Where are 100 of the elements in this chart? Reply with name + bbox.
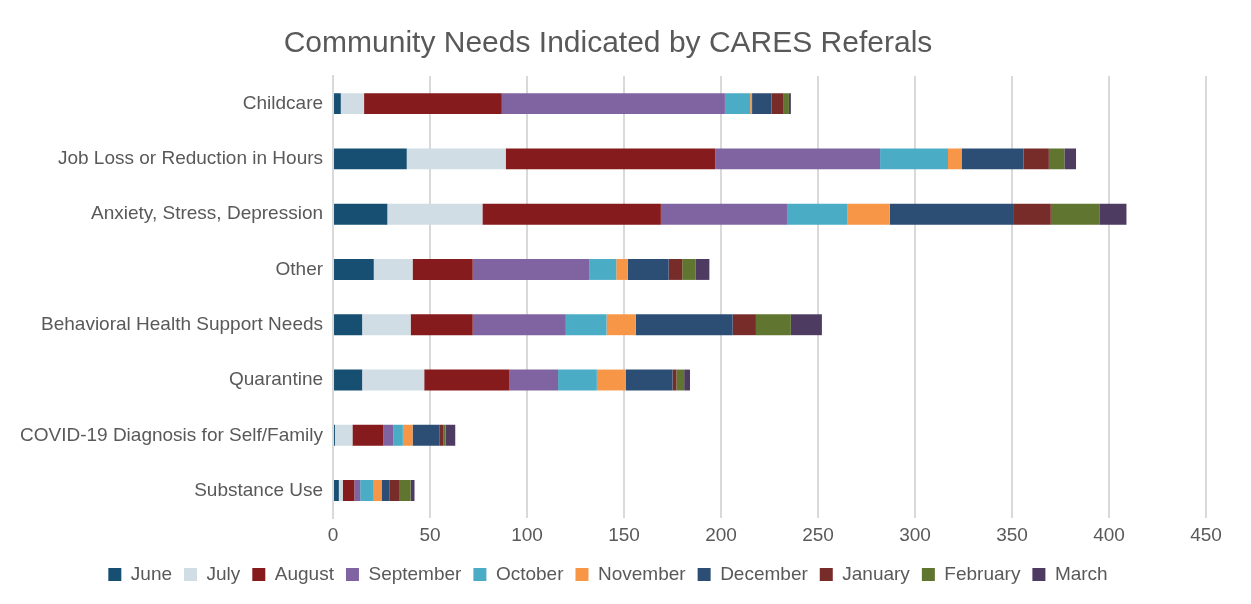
bar [596, 369, 626, 391]
x-tick-label: 100 [511, 523, 543, 545]
bar [334, 314, 363, 336]
legend-label: June [130, 562, 173, 584]
bar [482, 203, 661, 225]
bar [338, 480, 343, 502]
bar [947, 148, 962, 170]
x-tick-label: 0 [327, 523, 339, 545]
bar [847, 203, 890, 225]
bar [771, 93, 784, 115]
bar [1099, 203, 1127, 225]
bar [352, 424, 384, 446]
bar [410, 480, 415, 502]
bar [1023, 148, 1049, 170]
bar [786, 203, 848, 225]
bar [755, 314, 791, 336]
bar [334, 259, 374, 280]
legend-label: March [1054, 562, 1108, 584]
bar [445, 424, 456, 446]
bar [668, 259, 683, 280]
bar [383, 424, 394, 446]
legend-label: August [274, 562, 335, 584]
bar [676, 369, 685, 391]
bar [334, 369, 363, 391]
bar [660, 203, 787, 225]
legend-label: February [944, 562, 1021, 584]
bar [1064, 148, 1077, 170]
legend-label: October [495, 562, 565, 584]
bar [1013, 203, 1051, 225]
bar [682, 259, 696, 280]
bar [402, 424, 413, 446]
bar [616, 259, 628, 280]
bar [362, 369, 425, 391]
y-tick-label: Anxiety, Stress, Depression [91, 202, 324, 224]
legend-label: July [206, 562, 241, 584]
bar [695, 259, 710, 280]
y-tick-label: COVID-19 Diagnosis for Self/Family [19, 423, 324, 445]
bar [364, 93, 502, 115]
bar [783, 93, 789, 115]
bar [362, 314, 411, 336]
x-tick-label: 400 [1093, 523, 1125, 545]
y-tick-label: Behavioral Health Support Needs [41, 312, 324, 334]
bar [340, 93, 365, 115]
bar [410, 314, 473, 336]
bar [342, 480, 355, 502]
bar [354, 480, 361, 502]
legend-label: November [597, 562, 687, 584]
y-tick-label: Other [275, 257, 324, 279]
bar [715, 148, 881, 170]
bar [509, 369, 559, 391]
x-tick-label: 150 [608, 523, 640, 545]
x-tick-label: 250 [802, 523, 834, 545]
bar [412, 259, 473, 280]
bar [635, 314, 733, 336]
y-tick-label: Childcare [242, 91, 324, 113]
bar [505, 148, 716, 170]
bar [790, 314, 822, 336]
bar [752, 93, 772, 115]
bar [589, 259, 617, 280]
bar [334, 203, 388, 225]
y-tick-label: Job Loss or Reduction in Hours [57, 147, 324, 169]
bar [472, 314, 566, 336]
bar [389, 480, 399, 502]
bar [880, 148, 948, 170]
x-tick-label: 350 [996, 523, 1028, 545]
bar [1048, 148, 1065, 170]
bar [360, 480, 374, 502]
y-tick-label: Quarantine [229, 368, 324, 390]
x-tick-label: 450 [1190, 523, 1222, 545]
bar [472, 259, 590, 280]
bar [373, 480, 382, 502]
x-tick-label: 300 [899, 523, 931, 545]
bar [398, 480, 411, 502]
bar [889, 203, 1014, 225]
legend-label: December [720, 562, 809, 584]
bar [627, 259, 669, 280]
legend-label: September [368, 562, 463, 584]
y-tick-label: Substance Use [194, 478, 324, 500]
bar [393, 424, 403, 446]
bar [412, 424, 440, 446]
bar [334, 93, 341, 115]
x-tick-label: 200 [705, 523, 737, 545]
bar [558, 369, 597, 391]
bar [724, 93, 751, 115]
bar [565, 314, 607, 336]
bar [373, 259, 413, 280]
bar [684, 369, 690, 391]
chart-title: Community Needs Indicated by CARES Referals [283, 25, 933, 59]
legend-label: January [842, 562, 911, 584]
bar [424, 369, 510, 391]
bar [334, 148, 407, 170]
bar [501, 93, 725, 115]
bar [334, 480, 339, 502]
bar [732, 314, 756, 336]
x-tick-label: 50 [419, 523, 441, 545]
bar [381, 480, 390, 502]
bar [606, 314, 636, 336]
bar [1050, 203, 1100, 225]
bar [625, 369, 673, 391]
bar [961, 148, 1024, 170]
